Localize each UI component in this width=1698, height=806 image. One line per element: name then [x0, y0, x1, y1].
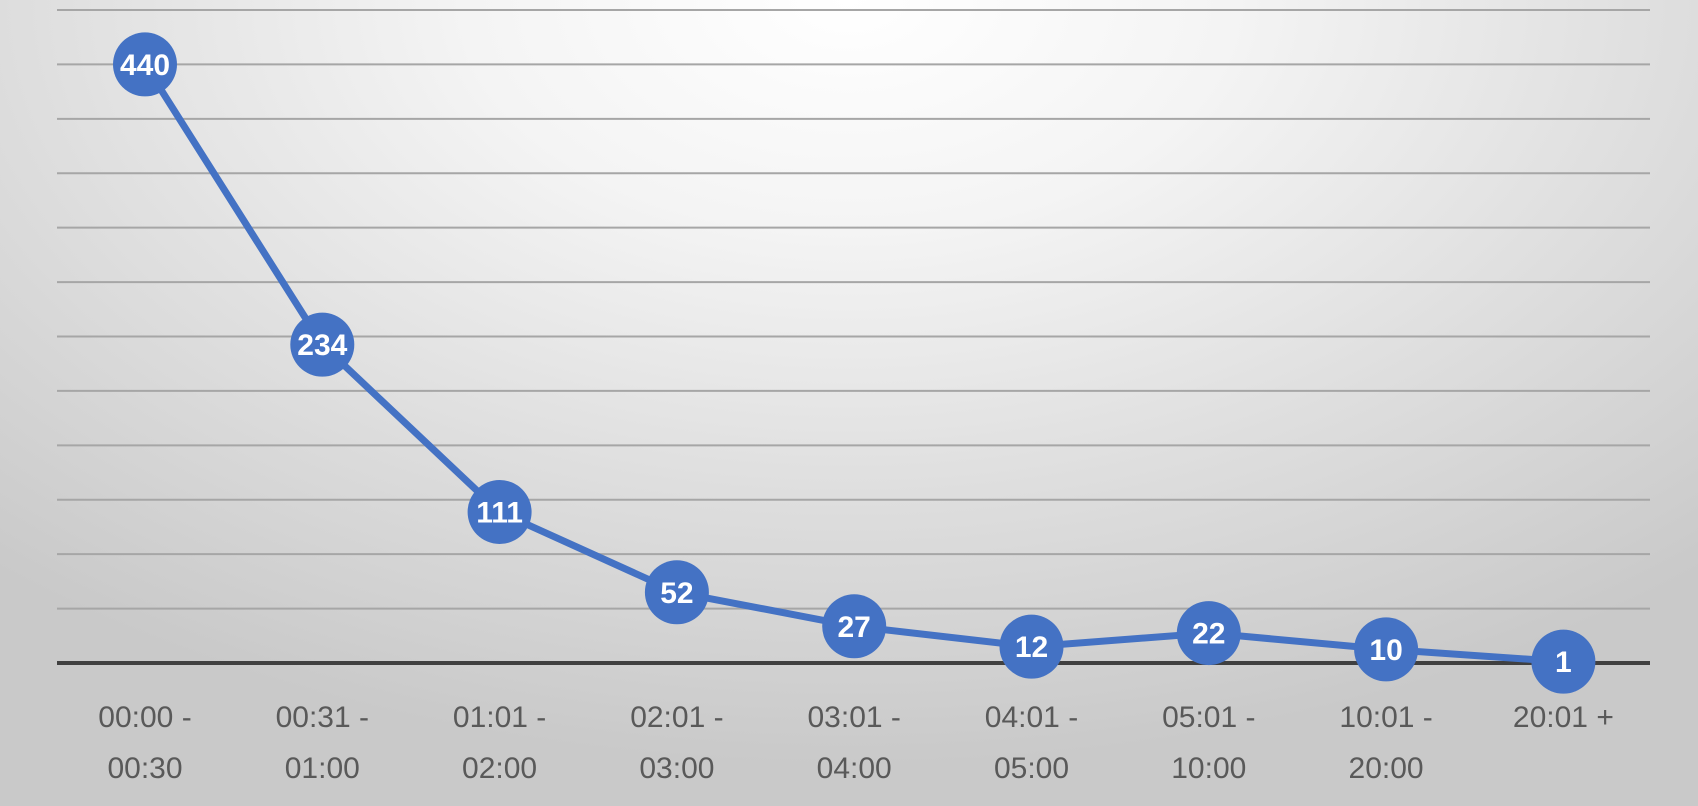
x-tick-label: 05:01 -10:00: [1162, 701, 1255, 785]
x-tick-label: 02:01 -03:00: [630, 701, 723, 785]
data-label: 111: [476, 496, 523, 529]
series-line: [141, 60, 1567, 666]
data-point: [113, 32, 177, 97]
data-point: [1176, 601, 1241, 666]
x-tick-label: 00:00 -00:30: [98, 701, 191, 785]
data-point: [467, 479, 532, 544]
data-label: 1: [1555, 646, 1572, 679]
data-point: [822, 594, 887, 659]
x-tick-label: 00:31 -01:00: [276, 701, 369, 785]
x-tick-label: 20:01 +: [1513, 701, 1614, 734]
data-label: 440: [120, 49, 170, 82]
data-point: [290, 312, 355, 377]
data-label: 22: [1192, 618, 1225, 651]
x-tick-label: 10:01 -20:00: [1339, 701, 1432, 785]
x-tick-label: 01:01 -02:00: [453, 701, 546, 785]
data-label: 52: [660, 577, 693, 610]
data-point: [1354, 617, 1419, 682]
data-point: [1531, 629, 1596, 694]
series: 440 234 111 52 27 12 22 10 1: [113, 32, 1596, 694]
data-label: 10: [1369, 634, 1402, 667]
data-label: 234: [297, 329, 347, 362]
x-axis-tick-labels: 00:00 -00:30 00:31 -01:00 01:01 -02:00 02:0…: [98, 701, 1614, 785]
data-label: 27: [838, 611, 871, 644]
x-tick-label: 04:01 -05:00: [985, 701, 1078, 785]
data-point: [999, 614, 1064, 679]
data-label: 12: [1015, 631, 1048, 664]
x-tick-label: 03:01 -04:00: [807, 701, 900, 785]
data-point: [644, 560, 709, 625]
